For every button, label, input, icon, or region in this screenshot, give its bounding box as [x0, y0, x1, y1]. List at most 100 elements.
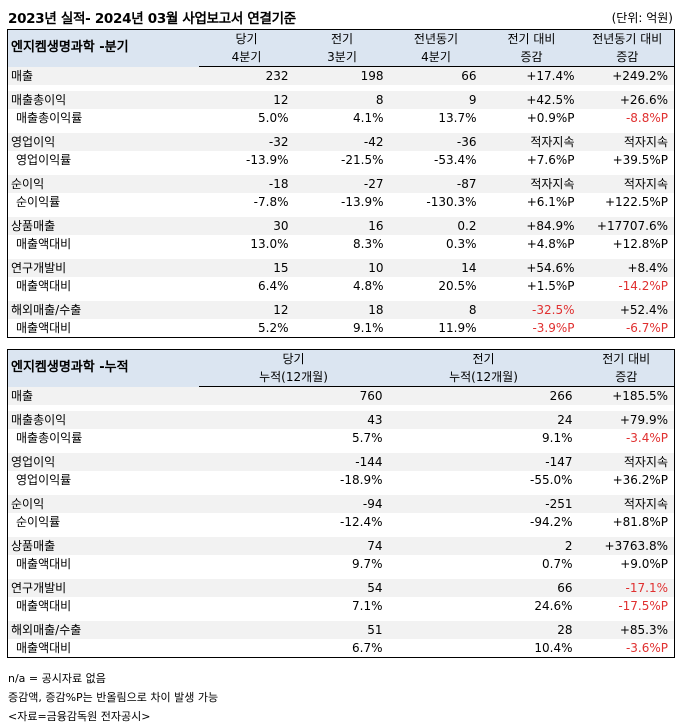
- cumulative-value-cell: -251: [388, 495, 579, 513]
- row-label: 순이익: [7, 495, 199, 513]
- quarterly-value-cell: 10: [294, 259, 390, 277]
- cumulative-value-cell: +85.3%: [578, 621, 675, 639]
- cumulative-value-cell: 760: [198, 386, 389, 405]
- row-spacer: [7, 169, 675, 175]
- quarterly-table-title: 엔지켐생명과학 -분기: [7, 29, 199, 67]
- quarterly-value-cell: +17707.6%: [580, 217, 675, 235]
- table-row: 매출총이익 43 24 +79.9%: [7, 411, 675, 429]
- quarterly-value-cell: 16: [294, 217, 390, 235]
- row-spacer-cell: [7, 253, 675, 259]
- quarterly-value-cell: -130.3%: [426, 195, 477, 209]
- row-spacer-cell: [7, 127, 675, 133]
- cumulative-value-cell: 43: [198, 411, 389, 429]
- row-spacer-cell: [7, 211, 675, 217]
- c-header-1-line2: 누적(12개월): [198, 368, 389, 387]
- row-label: 순이익: [7, 175, 199, 193]
- cumulative-value-cell: +185.5%: [578, 386, 675, 405]
- cumulative-header-row-2: 누적(12개월) 누적(12개월) 증감: [8, 368, 675, 387]
- row-sublabel: 매출액대비: [16, 279, 72, 293]
- q-header-3-line2: 4분기: [389, 48, 483, 67]
- quarterly-value-cell: +12.8%P: [612, 237, 668, 251]
- cumulative-value-cell: 51: [198, 621, 389, 639]
- row-label: 연구개발비: [7, 579, 199, 597]
- quarterly-value-cell: 4.8%: [353, 279, 384, 293]
- row-spacer-cell: [7, 573, 675, 579]
- table-row: 영업이익 -144 -147 적자지속: [7, 453, 675, 471]
- cumulative-value-cell: -17.1%: [578, 579, 675, 597]
- cumulative-value-cell: -147: [388, 453, 579, 471]
- cumulative-value-cell: -17.5%P: [618, 599, 668, 613]
- quarterly-value-cell: 13.7%: [438, 111, 477, 125]
- quarterly-value-cell: -6.7%P: [625, 321, 668, 335]
- table-row: 영업이익률 -13.9% -21.5% -53.4% +7.6%P +39.5%P: [8, 151, 675, 169]
- cumulative-value-cell: 66: [388, 579, 579, 597]
- quarterly-value-cell: +26.6%: [580, 91, 675, 109]
- quarterly-value-cell: -18: [198, 175, 295, 193]
- row-label: 해외매출/수출: [7, 621, 199, 639]
- cumulative-value-cell: -18.9%: [340, 473, 383, 487]
- row-label: 매출: [7, 386, 199, 405]
- q-header-4-line2: 증감: [482, 48, 581, 67]
- row-spacer-cell: [7, 85, 675, 91]
- row-spacer-cell: [7, 531, 675, 537]
- cumulative-value-cell: +79.9%: [578, 411, 675, 429]
- row-sublabel: 매출총이익률: [16, 111, 83, 125]
- quarterly-value-cell: +6.1%P: [526, 195, 575, 209]
- row-spacer-cell: [7, 405, 675, 411]
- cumulative-table: 엔지켐생명과학 -누적 당기 전기 전기 대비 누적(12개월) 누적(12개월…: [7, 349, 675, 658]
- quarterly-value-cell: 적자지속: [482, 175, 581, 193]
- row-label: 상품매출: [7, 537, 199, 555]
- q-header-4-line1: 전기 대비: [482, 29, 581, 48]
- quarterly-table-body: 매출 232 198 66 +17.4% +249.2% 매출총이익 12 8 9 +42.5% +2…: [7, 66, 675, 338]
- quarterly-value-cell: +0.9%P: [526, 111, 575, 125]
- quarterly-value-cell: -3.9%P: [532, 321, 575, 335]
- quarterly-value-cell: 9.1%: [353, 321, 384, 335]
- quarterly-value-cell: +249.2%: [580, 66, 675, 85]
- row-label: 연구개발비: [7, 259, 199, 277]
- quarterly-value-cell: 4.1%: [353, 111, 384, 125]
- c-header-1-line1: 당기: [198, 349, 389, 368]
- cumulative-table-body: 매출 760 266 +185.5% 매출총이익 43 24 +79.9% 매출총이익률 5.7%…: [7, 386, 675, 658]
- table-row: 매출액대비 5.2% 9.1% 11.9% -3.9%P -6.7%P: [8, 319, 675, 338]
- cumulative-value-cell: +36.2%P: [612, 473, 668, 487]
- quarterly-value-cell: 30: [198, 217, 295, 235]
- quarterly-value-cell: -32.5%: [482, 301, 581, 319]
- row-sublabel: 순이익률: [16, 195, 61, 209]
- quarterly-value-cell: 232: [198, 66, 295, 85]
- row-spacer: [7, 85, 675, 91]
- cumulative-value-cell: +3763.8%: [578, 537, 675, 555]
- quarterly-value-cell: 적자지속: [482, 133, 581, 151]
- quarterly-value-cell: 5.2%: [258, 321, 289, 335]
- cumulative-value-cell: 28: [388, 621, 579, 639]
- row-spacer: [7, 127, 675, 133]
- quarterly-value-cell: 20.5%: [438, 279, 477, 293]
- cumulative-value-cell: 9.7%: [352, 557, 383, 571]
- quarterly-value-cell: 적자지속: [580, 175, 675, 193]
- q-header-5-line2: 증감: [580, 48, 675, 67]
- quarterly-value-cell: 18: [294, 301, 390, 319]
- quarterly-value-cell: +4.8%P: [526, 237, 575, 251]
- cumulative-value-cell: -3.4%P: [625, 431, 668, 445]
- row-label: 영업이익: [7, 453, 199, 471]
- quarterly-value-cell: 0.3%: [446, 237, 477, 251]
- quarterly-value-cell: 15: [198, 259, 295, 277]
- quarterly-value-cell: 9: [389, 91, 483, 109]
- note-na: n/a = 공시자료 없음: [8, 672, 106, 685]
- c-header-3-line2: 증감: [578, 368, 675, 387]
- quarterly-value-cell: 12: [198, 91, 295, 109]
- q-header-2-line1: 전기: [294, 29, 390, 48]
- table-row: 매출 760 266 +185.5%: [7, 386, 675, 405]
- row-spacer-cell: [7, 295, 675, 301]
- quarterly-value-cell: -8.8%P: [625, 111, 668, 125]
- cumulative-table-title: 엔지켐생명과학 -누적: [7, 349, 199, 387]
- quarterly-value-cell: +122.5%P: [604, 195, 668, 209]
- cumulative-value-cell: +81.8%P: [612, 515, 668, 529]
- cumulative-value-cell: 5.7%: [352, 431, 383, 445]
- q-header-3-line1: 전년동기: [389, 29, 483, 48]
- row-spacer: [7, 211, 675, 217]
- row-spacer: [7, 489, 675, 495]
- cumulative-value-cell: -144: [198, 453, 389, 471]
- row-sublabel: 매출액대비: [16, 557, 72, 571]
- table-row: 매출총이익률 5.7% 9.1% -3.4%P: [8, 429, 675, 447]
- row-label: 매출총이익: [7, 91, 199, 109]
